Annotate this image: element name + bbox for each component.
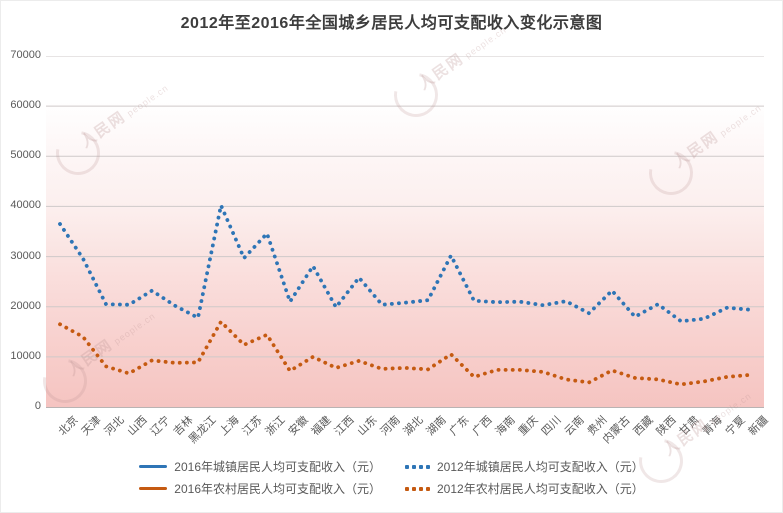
legend-solid-line-swatch [139, 487, 168, 490]
legend-item-rural-2016[interactable]: 2016年农村居民人均可支配收入（元） [139, 480, 381, 497]
legend-item-urban-2012[interactable]: 2012年城镇居民人均可支配收入（元） [405, 458, 644, 475]
legend-row: 2016年农村居民人均可支配收入（元） 2012年农村居民人均可支配收入（元） [127, 480, 655, 497]
plot-svg [46, 56, 764, 387]
y-axis-tick-label: 20000 [10, 299, 41, 312]
y-axis-tick-label: 70000 [10, 49, 41, 61]
legend-label: 2016年城镇居民人均可支配收入（元） [174, 460, 381, 474]
y-axis-tick-label: 50000 [10, 149, 41, 162]
legend-item-urban-2016[interactable]: 2016年城镇居民人均可支配收入（元） [139, 458, 381, 475]
legend-solid-line-swatch [139, 465, 168, 468]
y-axis-tick-label: 60000 [10, 99, 41, 112]
gridlines [46, 56, 764, 358]
y-axis-tick-label: 10000 [10, 349, 41, 362]
legend-label: 2016年农村居民人均可支配收入（元） [174, 482, 381, 496]
legend-label: 2012年农村居民人均可支配收入（元） [437, 482, 644, 496]
legend-dotted-line-swatch [405, 486, 430, 491]
legend-dotted-line-swatch [405, 464, 430, 469]
chart-title: 2012年至2016年全国城乡居民人均可支配收入变化示意图 [180, 15, 603, 32]
legend-label: 2012年城镇居民人均可支配收入（元） [437, 460, 644, 474]
y-axis-tick-label: 30000 [10, 249, 41, 262]
legend: 2016年城镇居民人均可支配收入（元） 2012年城镇居民人均可支配收入（元） 20… [1, 458, 782, 497]
series-line-rural-2012 [58, 319, 752, 387]
legend-item-rural-2012[interactable]: 2012年农村居民人均可支配收入（元） [405, 480, 644, 497]
plot-area [46, 56, 764, 408]
series-line-urban-2012 [58, 203, 752, 324]
legend-row: 2016年城镇居民人均可支配收入（元） 2012年城镇居民人均可支配收入（元） [127, 458, 655, 475]
y-axis-tick-label: 40000 [10, 199, 41, 212]
y-axis-tick-label: 0 [34, 400, 41, 412]
